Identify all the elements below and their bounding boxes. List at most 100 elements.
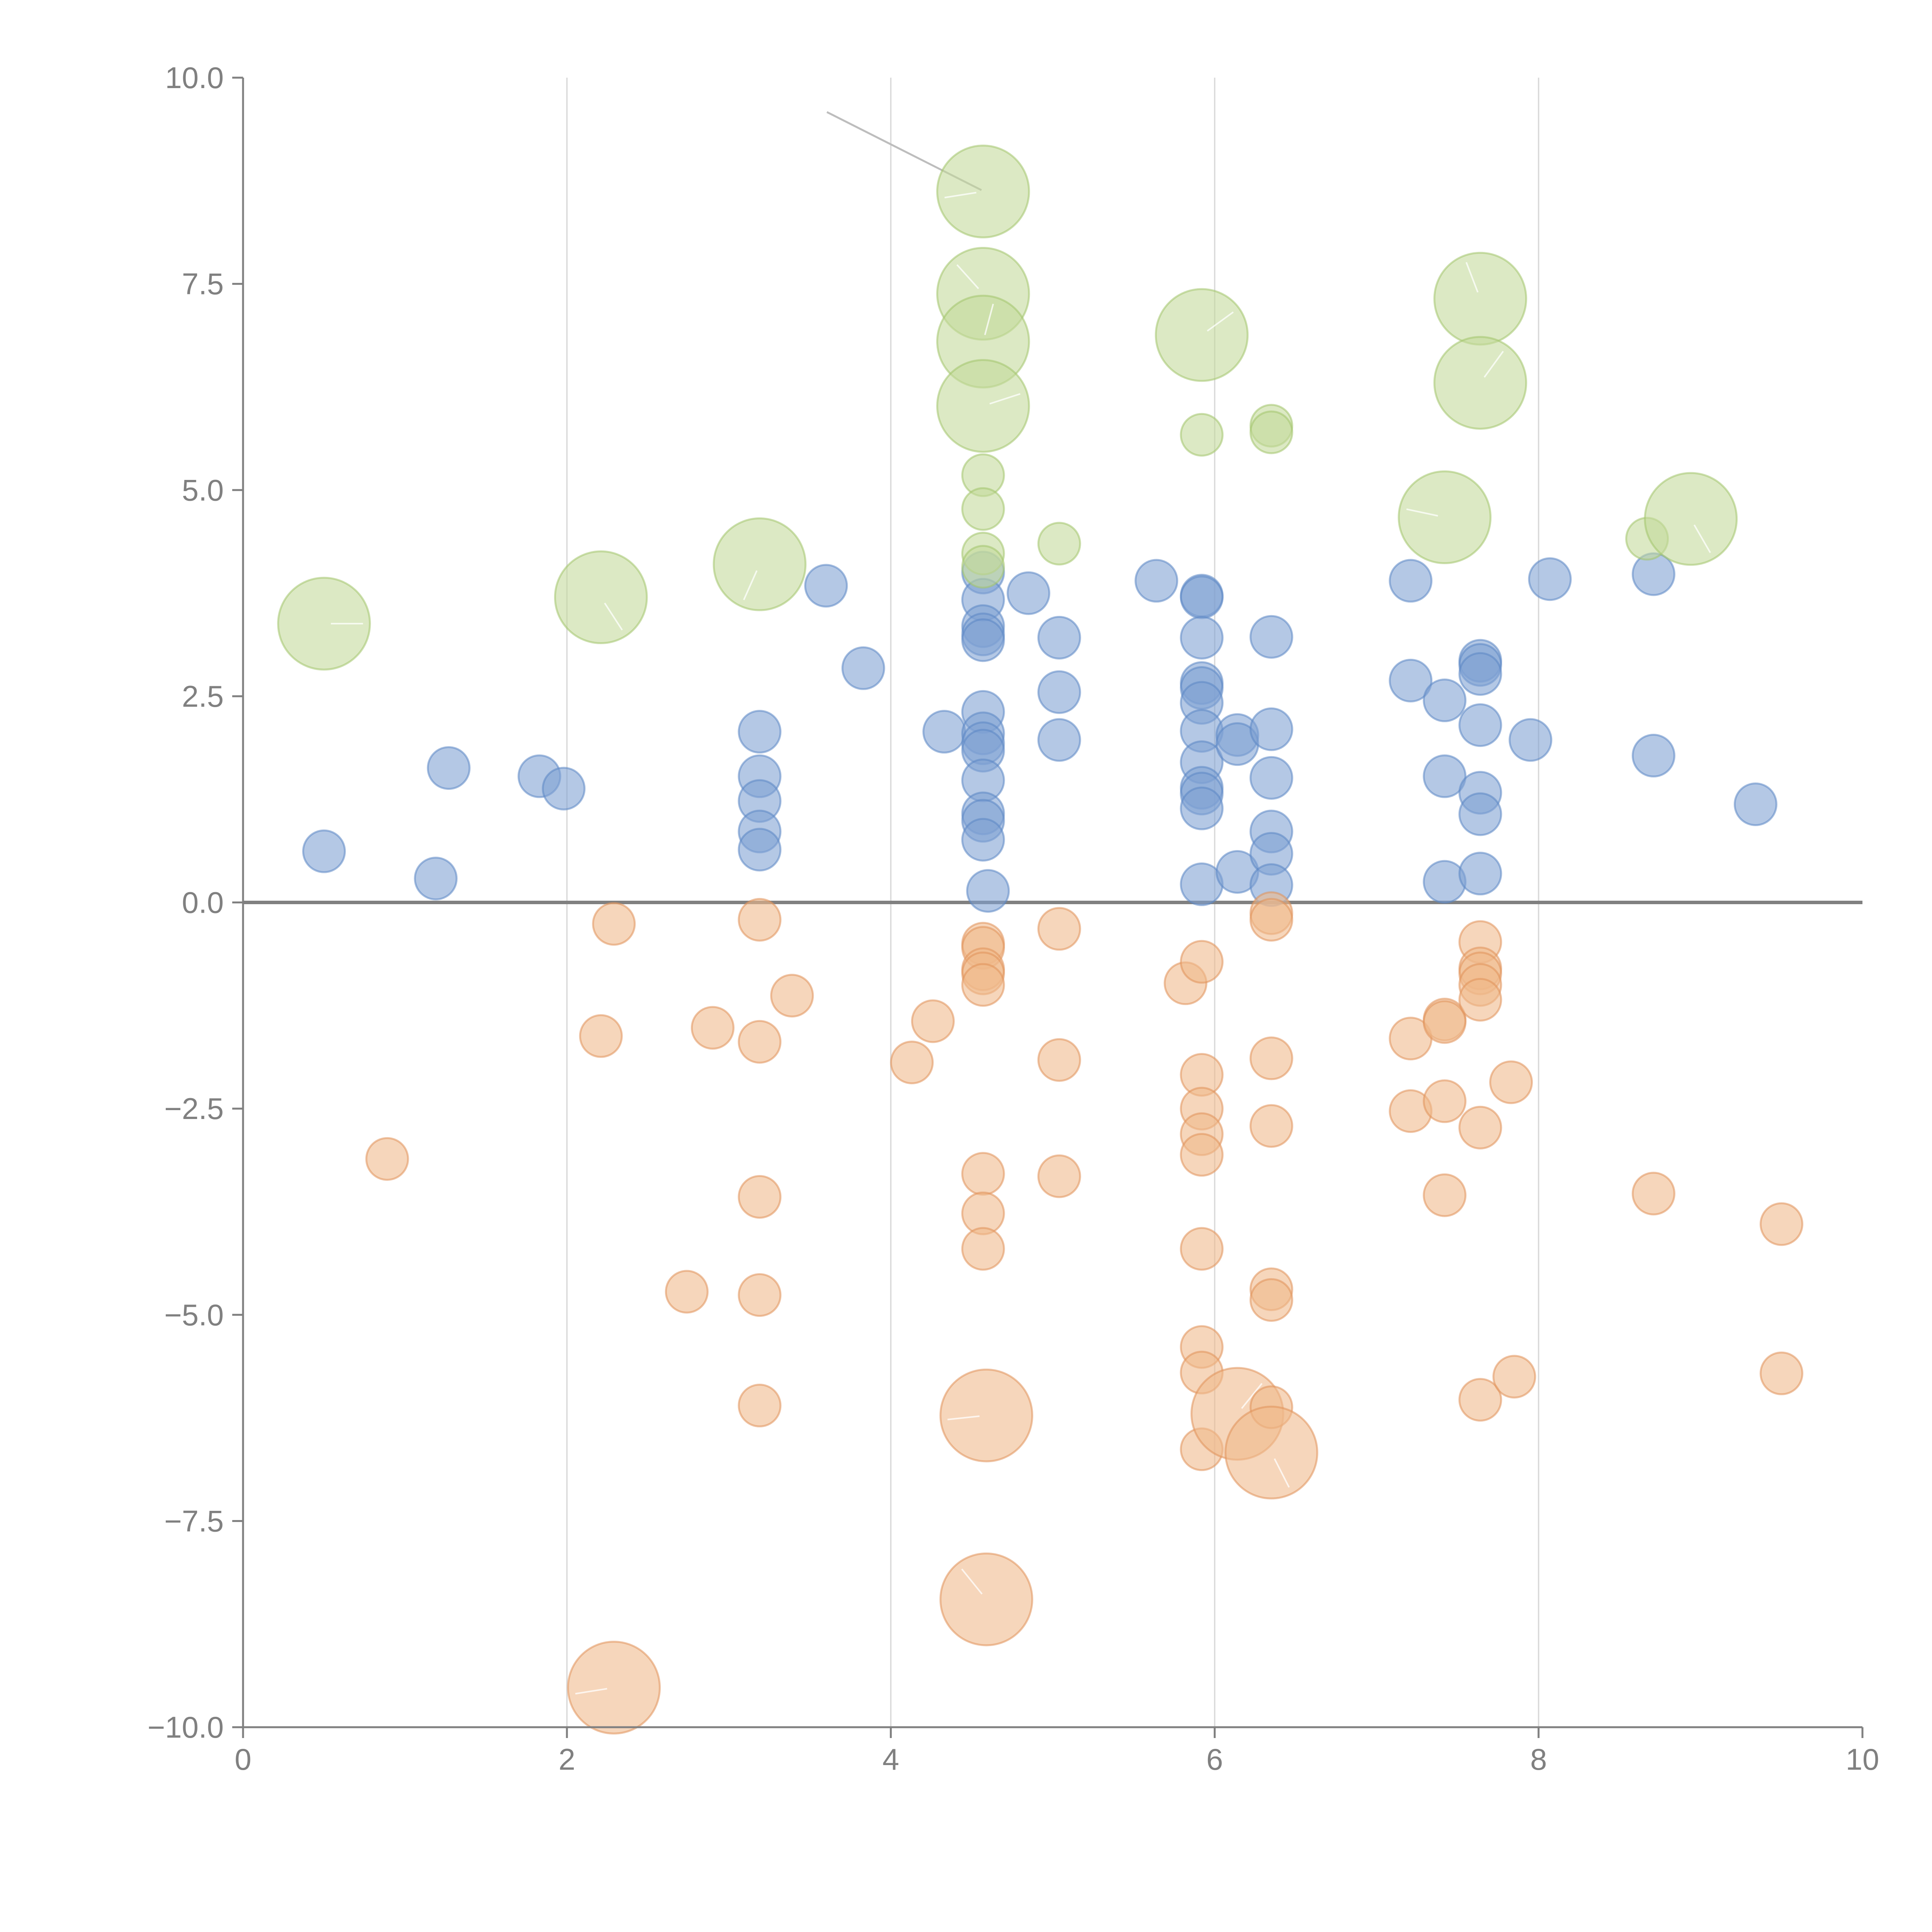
green-bubble-leader-3	[944, 192, 976, 199]
blue-bubble-56	[1423, 754, 1467, 798]
y-tick-label-7: −7.5	[164, 1504, 224, 1538]
blue-bubble-30	[1037, 718, 1081, 762]
y-tick-label-4: 0.0	[182, 886, 224, 920]
blue-bubble-57	[1423, 860, 1467, 904]
orange-bubble-51	[1423, 1173, 1467, 1217]
orange-bubble-33	[1180, 1227, 1224, 1271]
x-tick-label-0: 0	[235, 1742, 251, 1776]
y-tick-label-2: 5.0	[182, 473, 224, 507]
green-bubble-11	[1037, 522, 1081, 566]
orange-bubble-60	[1492, 1355, 1536, 1399]
orange-bubble-9	[738, 1273, 782, 1317]
blue-bubble-27	[1007, 571, 1051, 615]
y-tick-label-0: 10.0	[165, 61, 224, 95]
blue-bubble-47	[1249, 615, 1293, 659]
green-bubble-leader-6	[989, 393, 1020, 405]
x-tick-label-4: 8	[1530, 1742, 1547, 1776]
orange-bubble-42	[1249, 1036, 1293, 1080]
orange-bubble-56	[1458, 978, 1502, 1022]
series-green	[277, 145, 1738, 671]
blue-bubble-54	[1389, 658, 1433, 702]
blue-bubble-42	[1180, 786, 1224, 830]
blue-bubble-29	[1037, 670, 1081, 714]
orange-bubble-13	[911, 999, 955, 1043]
orange-bubble-25	[1037, 1038, 1081, 1082]
orange-bubble-45	[1249, 1278, 1293, 1322]
green-bubble-12	[1155, 288, 1249, 382]
blue-bubble-34	[1180, 616, 1224, 660]
orange-bubble-23	[939, 1552, 1033, 1646]
orange-bubble-18	[961, 963, 1005, 1007]
green-bubble-20	[1644, 472, 1738, 566]
orange-bubble-1	[579, 1014, 623, 1058]
blue-bubble-68	[1631, 734, 1675, 778]
orange-bubble-49	[1423, 1000, 1467, 1044]
green-bubble-leader-1	[604, 602, 623, 631]
orange-bubble-41	[1249, 898, 1293, 942]
blue-bubble-26	[966, 869, 1010, 913]
green-bubble-1	[554, 550, 648, 645]
blue-bubble-25	[961, 818, 1005, 862]
green-bubble-0	[277, 577, 371, 671]
axes: 10.0 7.5 5.0 2.5 0.0 −2.5 −5.0 −7.5 −10.0 0 2 4 6 8 10	[148, 61, 1879, 1776]
green-bubble-15	[1249, 410, 1293, 454]
orange-bubble-leader-3	[575, 1688, 607, 1695]
x-tick-label-5: 10	[1846, 1742, 1879, 1776]
blue-bubble-33	[1180, 575, 1224, 619]
green-bubble-leader-20	[1693, 524, 1711, 553]
orange-bubble-0	[365, 1137, 409, 1181]
orange-bubble-63	[1759, 1351, 1803, 1395]
series-orange	[365, 891, 1803, 1735]
blue-bubble-48	[1249, 707, 1293, 751]
orange-bubble-28	[1180, 940, 1224, 984]
orange-bubble-10	[738, 1384, 782, 1428]
orange-bubble-57	[1458, 1105, 1502, 1150]
blue-bubble-55	[1423, 679, 1467, 723]
orange-bubble-6	[738, 898, 782, 942]
orange-bubble-5	[690, 1006, 735, 1050]
green-bubble-leader-17	[1465, 262, 1479, 293]
blue-bubble-60	[1458, 652, 1502, 696]
y-tick-label-5: −2.5	[164, 1092, 224, 1126]
green-bubble-17	[1433, 252, 1527, 346]
green-bubble-leader-12	[1207, 311, 1234, 332]
blue-bubble-0	[302, 829, 346, 873]
y-tick-label-3: 2.5	[182, 679, 224, 713]
orange-bubble-61	[1631, 1172, 1675, 1216]
orange-bubble-2	[592, 902, 636, 946]
blue-bubble-2	[427, 746, 471, 790]
orange-bubble-26	[1037, 1154, 1081, 1198]
blue-bubble-53	[1389, 559, 1433, 603]
y-tick-label-1: 7.5	[182, 267, 224, 301]
orange-bubble-leader-23	[961, 1568, 983, 1595]
orange-bubble-leader-22	[947, 1415, 980, 1420]
blue-bubble-10	[804, 564, 848, 608]
green-bubble-8	[961, 487, 1005, 531]
orange-bubble-62	[1759, 1202, 1803, 1246]
x-tick-label-2: 4	[883, 1742, 899, 1776]
green-bubble-leader-18	[1483, 350, 1504, 378]
blue-bubble-9	[738, 828, 782, 872]
blue-bubble-12	[922, 710, 966, 754]
orange-bubble-12	[890, 1041, 934, 1085]
blue-bubble-63	[1458, 792, 1502, 836]
orange-bubble-22	[939, 1368, 1033, 1463]
orange-bubble-39	[1224, 1405, 1318, 1500]
green-bubble-leader-5	[984, 303, 994, 335]
blue-bubble-5	[738, 710, 782, 754]
x-tick-label-1: 2	[559, 1742, 575, 1776]
orange-bubble-7	[738, 1020, 782, 1064]
gridlines	[243, 78, 1862, 1727]
blue-bubble-1	[414, 857, 458, 901]
blue-bubble-61	[1458, 703, 1502, 747]
blue-bubble-66	[1528, 557, 1572, 601]
orange-bubble-11	[770, 974, 814, 1018]
orange-bubble-24	[1037, 907, 1081, 951]
orange-bubble-4	[665, 1270, 709, 1314]
orange-bubble-59	[1489, 1060, 1533, 1104]
green-bubble-16	[1398, 470, 1492, 564]
bubbles	[277, 145, 1803, 1735]
green-bubble-leader-4	[956, 264, 979, 289]
